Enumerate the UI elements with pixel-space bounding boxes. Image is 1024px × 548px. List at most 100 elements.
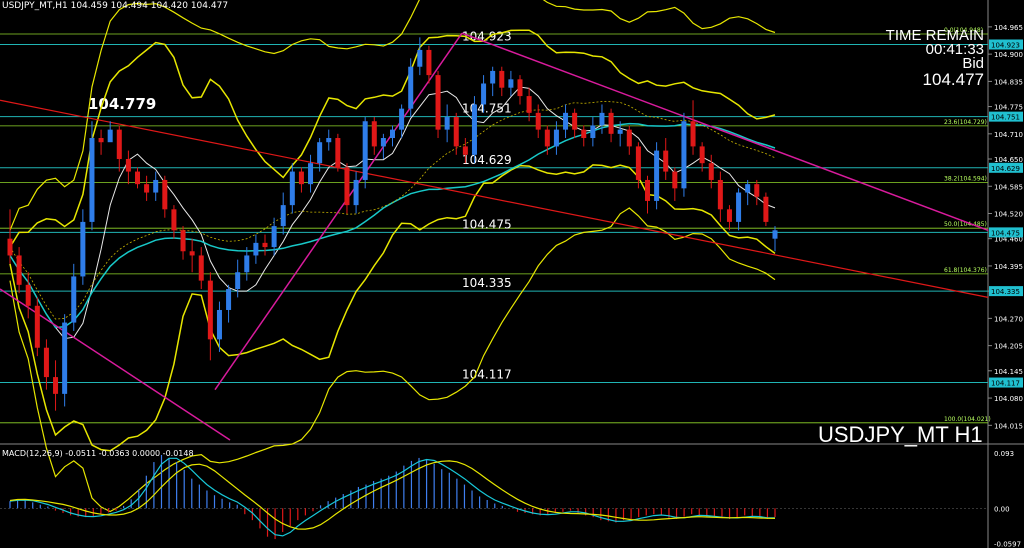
candle-body: [189, 251, 195, 256]
price-tick-label: 104.900: [994, 51, 1023, 59]
candle-body: [25, 284, 31, 306]
candle-body: [462, 146, 468, 155]
candle-body: [444, 117, 450, 130]
time-remain-value: 00:41:33: [925, 41, 984, 58]
candle-body: [635, 146, 641, 180]
candle-body: [590, 125, 596, 139]
bid-value: 104.477: [922, 70, 984, 89]
candle-body: [772, 230, 778, 239]
price-tick-label: 104.585: [994, 183, 1023, 191]
candle-body: [153, 179, 159, 193]
level-price-box: [989, 162, 1023, 173]
macd-header: MACD(12,26,9) -0.0511 -0.0363 0.0000 -0.…: [2, 449, 194, 458]
candle-body: [544, 129, 550, 147]
price-tick-label: 104.520: [994, 211, 1023, 219]
candle-body: [417, 49, 423, 67]
fibo-level-label: 61.8(104.376): [944, 267, 987, 274]
candle-body: [699, 146, 705, 164]
candle-body: [308, 163, 314, 185]
level-price-box-label: 104.923: [991, 41, 1020, 49]
candle-body: [171, 209, 177, 231]
level-price-box-label: 104.751: [991, 114, 1020, 122]
candle-body: [572, 112, 578, 130]
candle-body: [717, 179, 723, 210]
candle-body: [271, 226, 277, 248]
candle-body: [481, 83, 487, 105]
candle-body: [253, 242, 259, 256]
bollinger-upper-outer: [9, 0, 776, 231]
candle-body: [672, 171, 678, 189]
candle-body: [71, 276, 77, 323]
candle-body: [663, 150, 669, 172]
highlight-price-label: 104.779: [88, 95, 156, 113]
level-price-box-label: 104.335: [991, 288, 1020, 296]
candle-body: [644, 179, 651, 201]
candle-body: [335, 138, 341, 168]
candle-body: [526, 96, 532, 113]
fibo-level-label: 0.0(104.948): [944, 27, 983, 34]
candle-body: [362, 121, 368, 180]
candle-body: [298, 171, 304, 185]
candle-body: [89, 138, 95, 222]
candle-body: [262, 242, 268, 248]
bollinger-lower-outer: [9, 207, 776, 513]
level-price-box-label: 104.629: [991, 165, 1020, 173]
candle-body: [98, 138, 104, 143]
candle-body: [16, 255, 22, 285]
level-label: 104.751: [462, 102, 512, 116]
macd-tick-label: 0.093: [994, 450, 1014, 458]
candle-body: [380, 138, 386, 147]
bid-label: Bid: [962, 55, 984, 72]
level-price-box: [989, 111, 1023, 122]
candle-body: [244, 255, 250, 273]
candle-body: [289, 171, 295, 206]
fibo-level-label: 100.0(104.021): [944, 416, 991, 423]
time-remain-panel: TIME REMAIN 00:41:33 Bid 104.477: [886, 28, 984, 89]
candle-body: [517, 79, 523, 97]
level-price-box: [989, 227, 1023, 238]
candle-body: [754, 184, 760, 197]
price-tick-label: 104.205: [994, 343, 1023, 351]
candle-body: [499, 70, 505, 88]
trendline-magenta-upper: [461, 32, 989, 231]
candle-body: [162, 179, 168, 210]
price-tick-label: 104.710: [994, 131, 1023, 139]
level-price-box: [989, 377, 1023, 388]
candle-body: [198, 255, 204, 281]
candle-body: [617, 129, 623, 134]
price-tick-label: 104.965: [994, 24, 1023, 32]
level-label: 104.475: [462, 217, 512, 231]
ma-dotted-line: [9, 101, 776, 320]
candle-body: [216, 309, 222, 340]
level-price-box: [989, 286, 1023, 297]
candle-body: [553, 129, 559, 147]
level-label: 104.629: [462, 153, 512, 167]
level-price-box-label: 104.117: [991, 380, 1020, 388]
candle-body: [736, 192, 742, 222]
ma-short-line: [9, 86, 776, 340]
price-tick-label: 104.015: [994, 422, 1023, 430]
candle-body: [399, 108, 405, 130]
candle-body: [654, 150, 660, 201]
ma-long-line: [9, 122, 776, 329]
candle-body: [453, 117, 459, 147]
candle-body: [508, 79, 514, 88]
macd-signal-line: [9, 460, 776, 530]
level-label: 104.117: [462, 368, 512, 382]
fibo-level-label: 23.6(104.729): [944, 119, 987, 126]
price-tick-label: 104.145: [994, 368, 1023, 376]
candle-body: [34, 305, 40, 348]
price-tick-label: 104.835: [994, 78, 1023, 86]
candle-body: [107, 129, 113, 143]
candle-body: [326, 138, 332, 143]
candle-body: [125, 158, 131, 172]
candle-body: [435, 75, 441, 130]
candle-body: [563, 112, 569, 130]
candle-body: [43, 347, 49, 378]
price-tick-label: 104.775: [994, 104, 1023, 112]
candle-body: [371, 121, 377, 147]
candle-body: [53, 377, 59, 394]
candle-body: [581, 129, 587, 139]
